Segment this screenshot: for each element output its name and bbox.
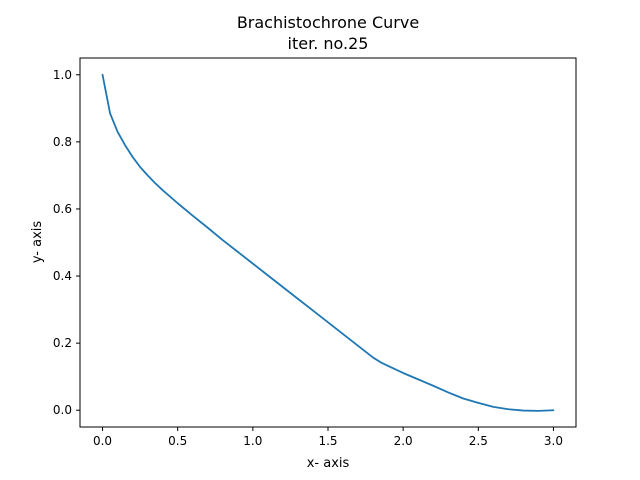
plot-area [101,73,555,412]
chart-subtitle: iter. no.25 [288,34,369,53]
x-tick-label: 2.5 [469,434,488,448]
y-axis: 0.0 0.2 0.4 0.6 0.8 1.0 [53,68,80,417]
y-tick-label: 0.4 [53,269,72,283]
y-tick-label: 0.6 [53,202,72,216]
x-tick-label: 2.0 [394,434,413,448]
x-axis-label: x- axis [307,456,350,471]
x-tick-label: 3.0 [544,434,563,448]
x-tick-label: 0.5 [168,434,187,448]
y-tick-label: 1.0 [53,68,72,82]
y-tick-label: 0.8 [53,135,72,149]
x-tick-label: 1.5 [318,434,337,448]
x-tick-label: 0.0 [93,434,112,448]
chart-title: Brachistochrone Curve [237,13,419,32]
y-axis-label: y- axis [30,221,45,264]
series-line-0 [101,73,555,412]
x-axis: 0.0 0.5 1.0 1.5 2.0 2.5 3.0 [93,427,563,448]
y-tick-label: 0.0 [53,403,72,417]
y-tick-label: 0.2 [53,336,72,350]
x-tick-label: 1.0 [243,434,262,448]
